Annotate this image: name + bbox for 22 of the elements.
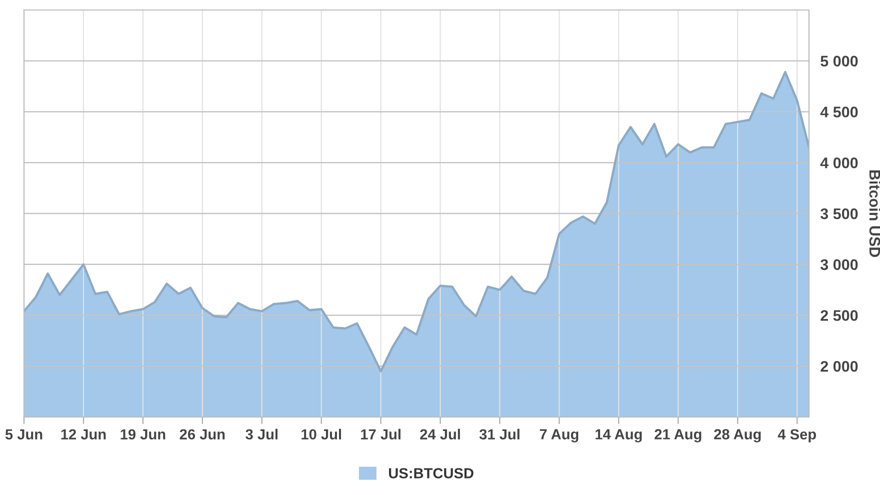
x-tick-label: 19 Jun <box>120 429 166 440</box>
x-tick-label: 28 Aug <box>714 429 761 442</box>
x-tick-label: 21 Aug <box>654 429 702 442</box>
x-tick-label: 12 Jun <box>61 429 106 440</box>
x-tick-label: 31 Jul <box>479 428 520 440</box>
x-tick-label: 24 Jul <box>420 428 460 440</box>
x-tick-label: 17 Jul <box>361 428 400 440</box>
x-tick-label: 14 Aug <box>596 429 642 442</box>
x-tick-label: 10 Jul <box>302 428 341 440</box>
x-tick-label: 5 Jun <box>5 429 42 440</box>
y-tick-label: 2 000 <box>820 360 858 372</box>
x-tick-label: 26 Jun <box>180 429 225 440</box>
x-tick-label: 3 Jul <box>246 428 278 440</box>
y-tick-label: 4 000 <box>820 157 858 168</box>
y-tick-label: 3 500 <box>820 208 858 220</box>
x-tick-label: 7 Aug <box>540 429 578 442</box>
legend-label: US:BTCUSD <box>389 468 474 478</box>
y-tick-label: 2 500 <box>820 310 858 321</box>
x-tick-label: 4 Sep <box>778 429 816 442</box>
y-tick-label: 4 500 <box>820 106 858 118</box>
y-tick-label: 5 000 <box>820 56 858 67</box>
y-tick-label: 3 000 <box>820 259 858 270</box>
